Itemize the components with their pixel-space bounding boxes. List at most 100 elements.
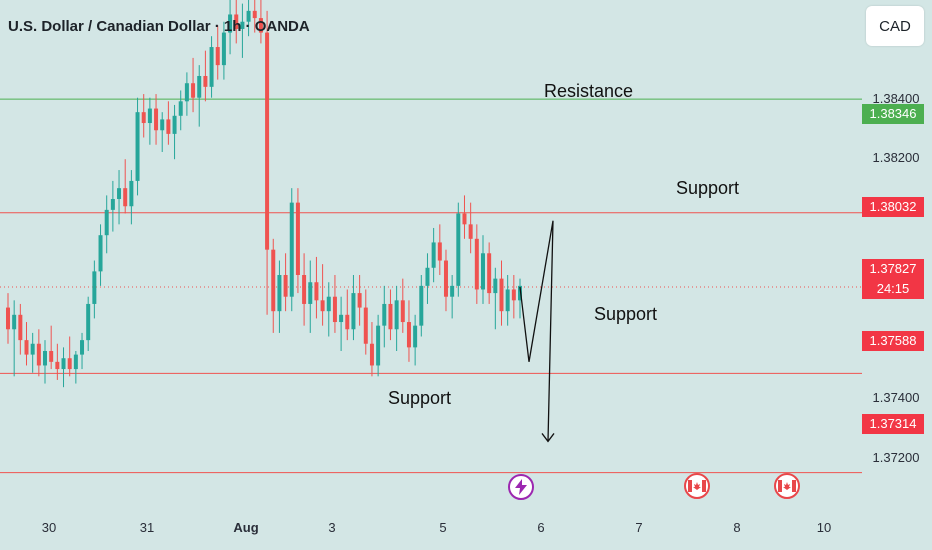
candle-body (80, 340, 85, 355)
support-price-tag-lower: 1.37314 (862, 414, 924, 434)
candle-body (456, 213, 461, 286)
candle (456, 202, 461, 297)
candle-body (228, 14, 233, 33)
resistance-price-tag: 1.38346 (862, 104, 924, 124)
candle-body (147, 108, 152, 124)
candle-body (209, 47, 214, 87)
x-tick-label: 10 (816, 520, 832, 535)
currency-button[interactable]: CAD (866, 6, 924, 46)
candle (283, 253, 288, 312)
candle-body (345, 314, 350, 330)
candle-body (493, 278, 498, 294)
candle-body (129, 180, 134, 207)
candle (289, 188, 294, 312)
candle-body (462, 213, 467, 225)
candle (55, 343, 60, 380)
candle (98, 224, 103, 286)
candle-body (450, 285, 455, 297)
candle (363, 289, 368, 355)
y-tick-label: 1.37200 (872, 450, 920, 465)
candle-body (363, 307, 368, 344)
support-price-tag-upper: 1.38032 (862, 197, 924, 217)
candle-body (191, 83, 196, 98)
candle-body (394, 300, 399, 330)
candle-body (12, 314, 17, 330)
y-tick-label: 1.38400 (872, 91, 920, 106)
candle-body (357, 293, 362, 308)
support-price-tag-middle: 1.37588 (862, 331, 924, 351)
candle-body (295, 202, 300, 275)
candle (160, 112, 165, 152)
candle-body (443, 260, 448, 297)
candle (184, 72, 189, 116)
candle-body (49, 350, 54, 362)
candle (24, 322, 29, 366)
candle (104, 195, 109, 254)
candle (166, 101, 171, 145)
x-tick-label: 5 (439, 520, 447, 535)
candle (345, 289, 350, 341)
candle-body (480, 253, 485, 290)
candle-body (474, 238, 479, 290)
candle (209, 36, 214, 98)
candle-body (246, 10, 251, 22)
candle (369, 322, 374, 377)
candle (92, 260, 97, 319)
candle (12, 300, 17, 377)
candle-body (265, 32, 270, 250)
candle-body (351, 293, 356, 330)
candle (326, 282, 331, 337)
candle (505, 275, 510, 326)
canada-flag-icon[interactable] (774, 473, 800, 499)
candle (351, 275, 356, 341)
candle-body (43, 350, 48, 366)
candle (123, 159, 128, 214)
candle-body (67, 358, 72, 370)
y-tick-label: 1.37400 (872, 390, 920, 405)
candle (499, 260, 504, 326)
candle (443, 249, 448, 312)
candle (117, 170, 122, 225)
candle (129, 170, 134, 225)
projection-path (519, 220, 554, 442)
x-tick-label: 6 (537, 520, 545, 535)
candle (468, 202, 473, 254)
candle (376, 314, 381, 377)
candle-body (332, 296, 337, 323)
candle-body (166, 119, 171, 134)
candle (110, 180, 115, 232)
lightning-icon[interactable] (508, 474, 534, 500)
candle (61, 347, 66, 388)
candle (197, 65, 202, 127)
candle (394, 285, 399, 351)
candle (431, 227, 436, 283)
canada-flag-icon[interactable] (684, 473, 710, 499)
candle-body (240, 21, 245, 29)
candle-body (376, 325, 381, 366)
candle-body (110, 199, 115, 210)
candle-body (369, 343, 374, 366)
candle (215, 25, 220, 80)
candle (425, 253, 430, 304)
candle-countdown: 24:15 (862, 279, 924, 299)
candle (6, 293, 10, 344)
candle (18, 303, 23, 355)
candle (258, 0, 263, 44)
candle-body (258, 18, 263, 33)
candle-body (30, 343, 35, 355)
candle-body (61, 358, 66, 370)
candle-body (24, 340, 29, 355)
candle-body (203, 75, 208, 87)
candle-body (308, 282, 313, 304)
candle-body (289, 202, 294, 297)
support-label-upper: Support (676, 178, 740, 198)
candle (234, 0, 239, 44)
candle (49, 325, 54, 370)
candle (382, 285, 387, 348)
candle-body (36, 343, 41, 366)
candle-body (184, 83, 189, 102)
x-tick-label: 31 (139, 520, 155, 535)
candle (252, 0, 257, 33)
